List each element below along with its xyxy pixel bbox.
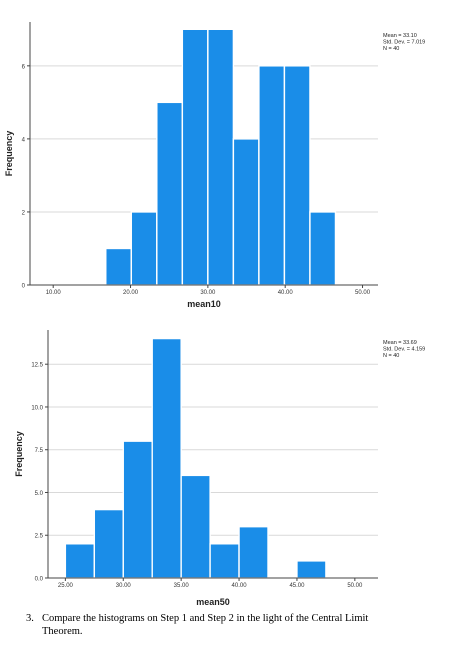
histogram-bar [122,440,153,579]
y-tick-label: 4 [22,137,26,143]
histogram-bar [232,138,260,286]
y-tick-label: 10.0 [31,405,43,411]
x-tick-label: 40.00 [278,290,294,296]
histogram-bar [296,560,327,579]
stats-line: Std. Dev. = 7.019 [383,40,425,46]
y-axis-label: Frequency [14,431,24,477]
y-tick-label: 12.5 [31,363,43,369]
x-axis-label: mean50 [196,597,230,607]
histogram-bar [309,211,337,286]
question-line-2: Theorem. [42,626,83,637]
x-tick-label: 30.00 [116,583,132,589]
histogram-bar [130,211,158,286]
y-tick-label: 2 [22,210,26,216]
y-tick-label: 0.0 [35,577,44,583]
y-tick-label: 2.5 [35,534,44,540]
x-tick-label: 20.00 [123,290,139,296]
histogram-bar [180,474,211,579]
x-tick-label: 50.00 [355,290,371,296]
y-tick-label: 6 [22,64,26,70]
histogram-mean50: 0.0 2.5 5.0 7.5 10.0 12.5 25.00 30.00 35.00 40.00… [14,330,425,607]
histogram-bar [105,247,133,286]
x-tick-label: 25.00 [58,583,74,589]
x-tick-label: 30.00 [200,290,216,296]
x-tick-label: 45.00 [289,583,305,589]
y-tick-label: 0 [22,284,26,290]
x-tick-label: 50.00 [347,583,363,589]
stats-line: N = 40 [383,353,399,359]
histogram-bar [258,65,286,286]
stats-line: Mean = 33.69 [383,340,417,346]
question-number: 3. [26,613,34,624]
stats-line: N = 40 [383,46,399,52]
histogram-bar [181,28,209,286]
x-tick-label: 40.00 [232,583,248,589]
histogram-bar [209,543,240,579]
histogram-mean10: 0 2 4 6 10.00 20.00 30.00 40.00 50.00 mean10 Frequ… [4,22,425,309]
y-tick-label: 5.0 [35,491,44,497]
histogram-bar [283,65,311,286]
x-axis-label: mean10 [187,299,221,309]
x-tick-label: 10.00 [46,290,62,296]
y-axis-label: Frequency [4,131,14,177]
histogram-bar [156,101,184,286]
y-tick-label: 7.5 [35,448,44,454]
question-line-1: Compare the histograms on Step 1 and Ste… [42,613,369,624]
histogram-bar [151,337,182,579]
histogram-bar [64,543,96,579]
histogram-bar [238,525,269,579]
question-text: 3. Compare the histograms on Step 1 and S… [26,612,441,638]
stats-line: Std. Dev. = 4.159 [383,347,425,353]
histogram-bar [207,28,235,286]
x-tick-label: 35.00 [174,583,190,589]
stats-line: Mean = 33.10 [383,33,417,39]
histogram-bar [93,508,124,579]
